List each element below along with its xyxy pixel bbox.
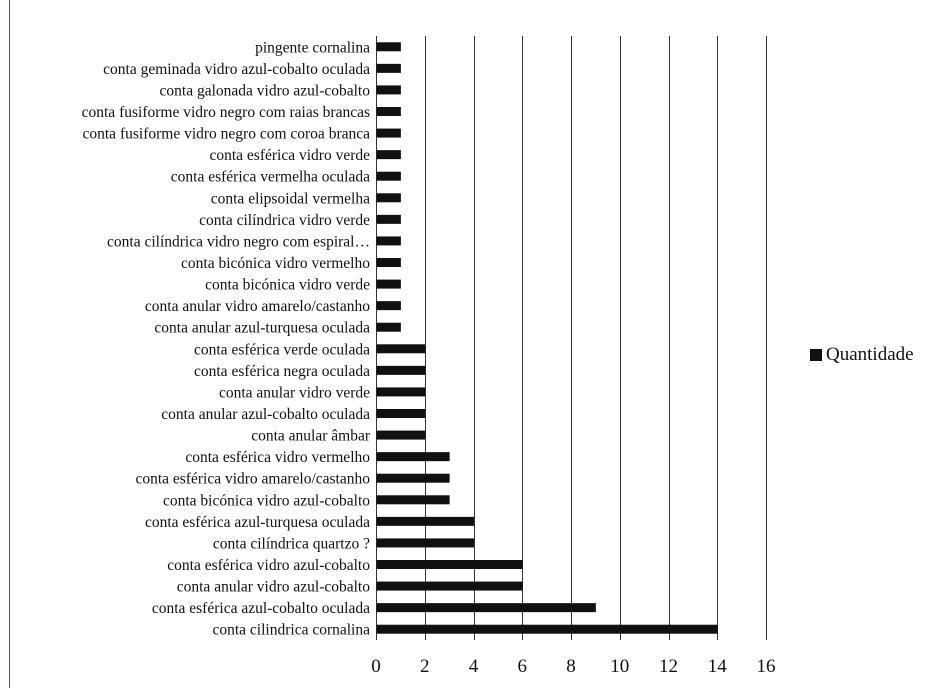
bar xyxy=(376,214,401,224)
category-label: conta anular vidro verde xyxy=(219,384,370,401)
bar xyxy=(376,322,401,332)
category-label: conta fusiforme vidro negro com coroa br… xyxy=(83,126,371,143)
legend-swatch xyxy=(810,349,822,361)
legend: Quantidade xyxy=(810,344,914,366)
bar xyxy=(376,85,401,95)
category-label: conta bicónica vidro verde xyxy=(205,277,370,294)
category-label: conta bicónica vidro azul-cobalto xyxy=(163,492,370,509)
category-label: conta fusiforme vidro negro com raias br… xyxy=(82,104,370,121)
bar xyxy=(376,236,401,246)
bar xyxy=(376,42,401,52)
category-label: conta anular âmbar xyxy=(251,428,371,445)
bar xyxy=(376,365,426,375)
bar xyxy=(376,538,474,548)
bar xyxy=(376,409,426,418)
bar xyxy=(376,473,450,483)
category-label: conta esférica vidro amarelo/castanho xyxy=(135,471,370,488)
category-label: conta esférica vidro azul-cobalto xyxy=(167,557,370,574)
category-label: conta cilíndrica vidro negro com espiral… xyxy=(107,233,370,250)
legend-label: Quantidade xyxy=(826,344,914,365)
bar xyxy=(376,581,523,591)
left-margin-rule xyxy=(9,0,10,688)
bar xyxy=(376,603,596,613)
category-label: conta esférica azul-turquesa oculada xyxy=(145,514,370,531)
category-label: conta anular vidro amarelo/castanho xyxy=(145,298,370,315)
bar xyxy=(376,560,523,569)
category-label: conta elipsoidal vermelha xyxy=(211,190,370,207)
category-label: pingente cornalina xyxy=(255,39,370,56)
bar xyxy=(376,107,401,116)
bar xyxy=(376,279,401,289)
bar xyxy=(376,344,426,354)
category-label: conta galonada vidro azul-cobalto xyxy=(160,82,371,99)
x-tick-label: 0 xyxy=(371,656,381,677)
bar xyxy=(376,452,450,462)
x-tick-label: 2 xyxy=(420,656,430,677)
category-label: conta esférica verde oculada xyxy=(194,341,370,358)
x-tick-label: 10 xyxy=(610,656,629,677)
bar xyxy=(376,193,401,203)
bar xyxy=(376,516,474,526)
bar xyxy=(376,624,718,634)
category-label: conta anular azul-turquesa oculada xyxy=(154,320,370,337)
category-label: conta anular vidro azul-cobalto xyxy=(177,579,370,596)
category-label: conta cilíndrica quartzo ? xyxy=(213,535,370,552)
bar xyxy=(376,387,426,397)
bar xyxy=(376,430,426,440)
bar xyxy=(376,301,401,311)
bar xyxy=(376,258,401,267)
category-label: conta esférica negra oculada xyxy=(194,363,370,380)
category-label: conta esférica vermelha oculada xyxy=(171,169,370,186)
category-label: conta esférica vidro vermelho xyxy=(185,449,370,466)
category-label: conta anular azul-cobalto oculada xyxy=(161,406,370,423)
category-label: conta bicónica vidro vermelho xyxy=(181,255,370,272)
category-label: conta cilindrica cornalina xyxy=(212,622,370,639)
x-tick-label: 8 xyxy=(566,656,576,677)
bar xyxy=(376,171,401,181)
x-tick-label: 4 xyxy=(469,656,479,677)
bar xyxy=(376,495,450,505)
x-tick-label: 12 xyxy=(659,656,678,677)
category-label: conta geminada vidro azul-cobalto oculad… xyxy=(103,61,370,78)
category-label: conta esférica azul-cobalto oculada xyxy=(152,600,370,617)
x-tick-label: 14 xyxy=(708,656,728,677)
bar xyxy=(376,128,401,138)
bar xyxy=(376,63,401,73)
x-tick-label: 16 xyxy=(757,656,776,677)
x-tick-label: 6 xyxy=(518,656,528,677)
category-label: conta esférica vidro verde xyxy=(209,147,370,164)
category-label: conta cilíndrica vidro verde xyxy=(199,212,370,229)
bar xyxy=(376,150,401,160)
